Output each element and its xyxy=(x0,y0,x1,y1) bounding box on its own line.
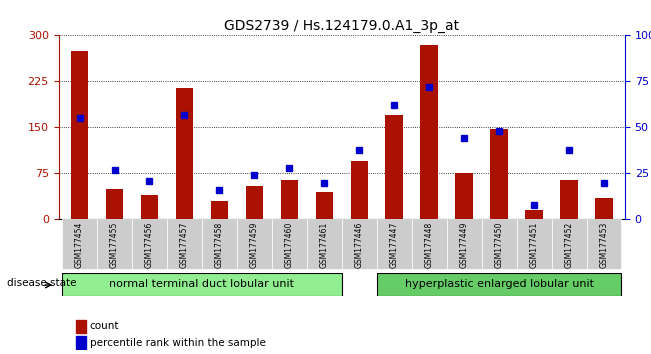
FancyBboxPatch shape xyxy=(482,219,517,269)
Bar xyxy=(71,51,89,219)
Text: percentile rank within the sample: percentile rank within the sample xyxy=(90,338,266,348)
Bar xyxy=(421,45,438,219)
Bar xyxy=(211,201,228,219)
Bar xyxy=(385,115,403,219)
Bar xyxy=(281,179,298,219)
Bar xyxy=(350,161,368,219)
Text: hyperplastic enlarged lobular unit: hyperplastic enlarged lobular unit xyxy=(405,279,594,289)
Bar xyxy=(316,192,333,219)
Bar xyxy=(456,173,473,219)
Text: GSM177455: GSM177455 xyxy=(110,222,119,268)
FancyBboxPatch shape xyxy=(342,219,377,269)
Text: GSM177450: GSM177450 xyxy=(495,222,504,268)
FancyBboxPatch shape xyxy=(237,219,272,269)
FancyBboxPatch shape xyxy=(62,273,342,296)
Bar xyxy=(490,129,508,219)
Bar xyxy=(76,336,86,349)
Text: GSM177459: GSM177459 xyxy=(250,222,259,268)
Bar xyxy=(561,179,578,219)
Text: GSM177448: GSM177448 xyxy=(424,222,434,268)
Text: GSM177451: GSM177451 xyxy=(529,222,538,268)
Text: normal terminal duct lobular unit: normal terminal duct lobular unit xyxy=(109,279,294,289)
Text: GSM177457: GSM177457 xyxy=(180,222,189,268)
FancyBboxPatch shape xyxy=(411,219,447,269)
FancyBboxPatch shape xyxy=(551,219,587,269)
FancyBboxPatch shape xyxy=(447,219,482,269)
Text: GSM177446: GSM177446 xyxy=(355,222,364,268)
FancyBboxPatch shape xyxy=(97,219,132,269)
FancyBboxPatch shape xyxy=(132,219,167,269)
Bar xyxy=(525,210,543,219)
Bar xyxy=(176,87,193,219)
Title: GDS2739 / Hs.124179.0.A1_3p_at: GDS2739 / Hs.124179.0.A1_3p_at xyxy=(224,19,460,33)
Bar xyxy=(105,189,123,219)
Text: GSM177452: GSM177452 xyxy=(564,222,574,268)
FancyBboxPatch shape xyxy=(167,219,202,269)
Text: GSM177461: GSM177461 xyxy=(320,222,329,268)
Text: count: count xyxy=(90,321,119,331)
Text: GSM177456: GSM177456 xyxy=(145,222,154,268)
Text: GSM177449: GSM177449 xyxy=(460,222,469,268)
FancyBboxPatch shape xyxy=(202,219,237,269)
Text: GSM177458: GSM177458 xyxy=(215,222,224,268)
FancyBboxPatch shape xyxy=(62,219,97,269)
FancyBboxPatch shape xyxy=(517,219,551,269)
Text: GSM177460: GSM177460 xyxy=(285,222,294,268)
Text: GSM177453: GSM177453 xyxy=(600,222,609,268)
Bar xyxy=(76,320,86,333)
FancyBboxPatch shape xyxy=(272,219,307,269)
Text: GSM177454: GSM177454 xyxy=(75,222,84,268)
FancyBboxPatch shape xyxy=(307,219,342,269)
Text: GSM177447: GSM177447 xyxy=(390,222,398,268)
FancyBboxPatch shape xyxy=(587,219,622,269)
FancyBboxPatch shape xyxy=(377,273,622,296)
Text: disease state: disease state xyxy=(7,278,76,288)
Bar xyxy=(595,198,613,219)
Bar xyxy=(141,195,158,219)
Bar xyxy=(245,186,263,219)
FancyBboxPatch shape xyxy=(377,219,411,269)
